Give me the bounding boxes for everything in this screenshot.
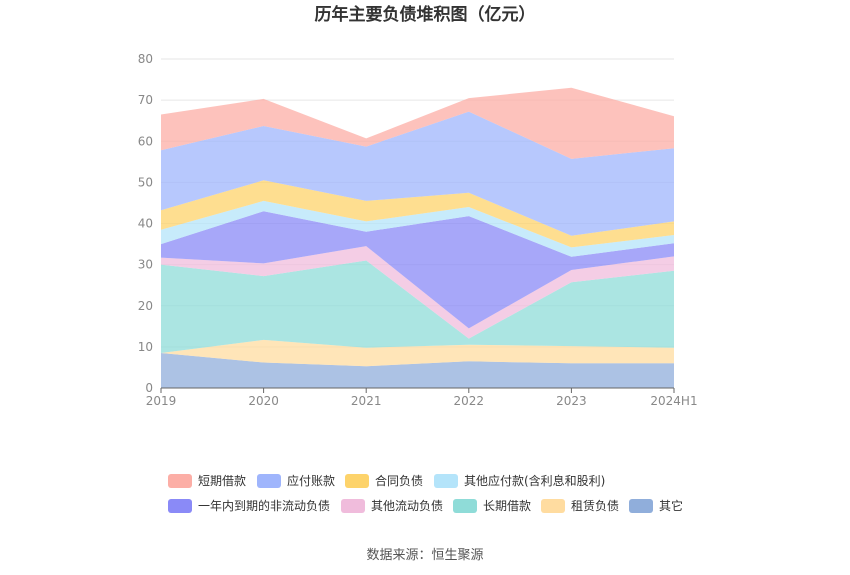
area-series-5 — [161, 200, 674, 257]
area-series-1 — [161, 339, 674, 367]
legend-swatch — [453, 499, 477, 513]
legend-swatch — [629, 499, 653, 513]
legend-label: 租赁负债 — [571, 499, 619, 513]
area-series — [161, 87, 674, 388]
area-series-7 — [161, 111, 674, 236]
legend-label: 应付账款 — [287, 473, 335, 488]
x-tick-label: 2021 — [351, 394, 382, 408]
legend-label: 长期借款 — [483, 499, 531, 513]
legend-swatch — [168, 474, 192, 488]
x-tick-label: 2023 — [556, 394, 587, 408]
chart-title: 历年主要负债堆积图（亿元） — [315, 4, 536, 25]
x-tick-label: 2024H1 — [650, 394, 697, 408]
legend-label: 其它 — [659, 498, 683, 513]
area-series-4 — [161, 211, 674, 329]
axes: 0 10 20 30 40 50 60 70 80 2019 2020 2021 2022 2023 202… — [138, 52, 698, 408]
legend-swatch — [257, 474, 281, 488]
y-tick-label: 30 — [138, 258, 153, 272]
legend-swatch — [341, 499, 365, 513]
legend-label: 短期借款 — [198, 474, 246, 488]
area-series-0 — [161, 353, 674, 388]
area-series-6 — [161, 180, 674, 248]
y-tick-label: 10 — [138, 340, 153, 354]
legend-label: 合同负债 — [375, 473, 423, 488]
x-tick-label: 2019 — [146, 394, 177, 408]
source-note: 数据来源：恒生聚源 — [366, 548, 483, 563]
legend-swatch — [434, 474, 458, 488]
y-tick-label: 70 — [138, 93, 153, 107]
legend-swatch — [541, 499, 565, 513]
y-tick-label: 60 — [138, 134, 153, 148]
area-series-8 — [161, 87, 674, 159]
legend-label: 其他流动负债 — [371, 499, 443, 513]
area-series-2 — [161, 260, 674, 353]
y-tick-label: 50 — [138, 175, 153, 189]
legend: 短期借款 应付账款 合同负债 其他应付款(含利息和股利) 一年内到期的非流动负债 其他流动… — [168, 473, 683, 513]
y-tick-label: 20 — [138, 299, 153, 313]
y-tick-label: 40 — [138, 217, 153, 231]
legend-label: 其他应付款(含利息和股利) — [464, 473, 605, 488]
area-series-3 — [161, 246, 674, 339]
legend-label: 一年内到期的非流动负债 — [198, 498, 330, 513]
y-tick-label: 80 — [138, 52, 153, 66]
y-tick-label: 0 — [145, 381, 153, 395]
x-tick-label: 2022 — [454, 394, 485, 408]
x-tick-label: 2020 — [248, 394, 279, 408]
legend-swatch — [168, 499, 192, 513]
legend-swatch — [345, 474, 369, 488]
